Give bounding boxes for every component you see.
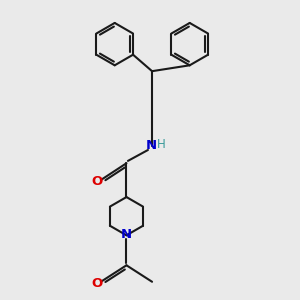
Text: N: N: [145, 140, 156, 152]
Text: N: N: [121, 228, 132, 241]
Text: H: H: [157, 138, 166, 151]
Text: O: O: [92, 277, 103, 290]
Text: O: O: [92, 175, 103, 188]
